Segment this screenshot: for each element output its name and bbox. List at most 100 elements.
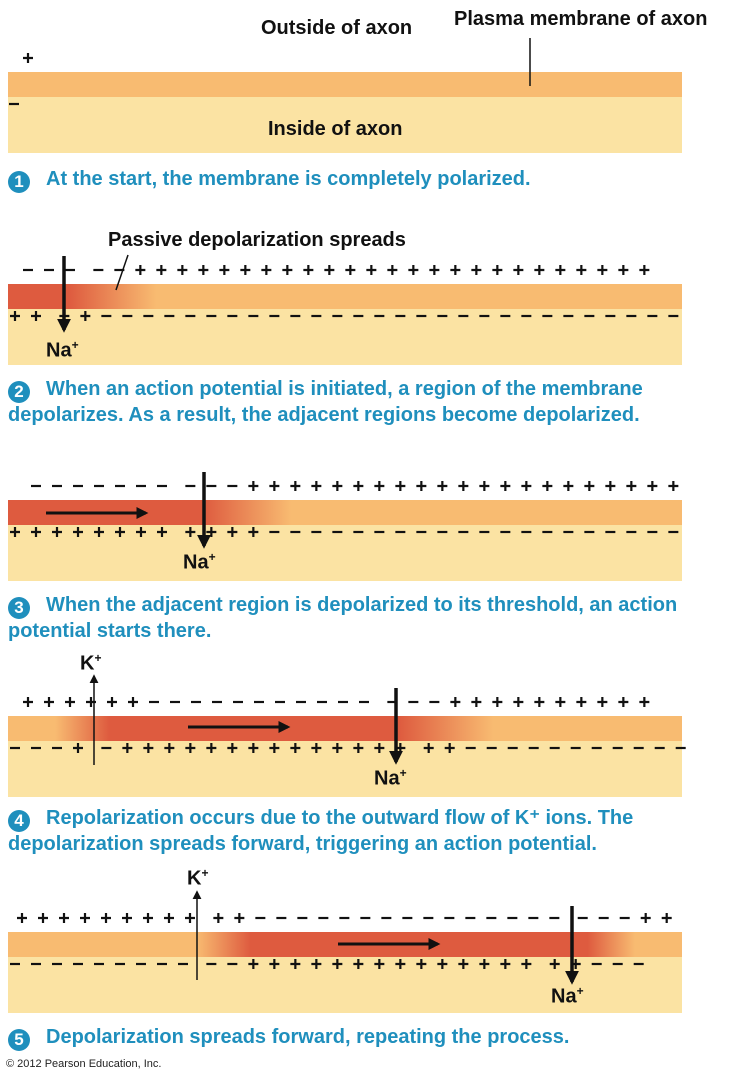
plus-sign (240, 265, 251, 275)
plus-sign (185, 743, 196, 753)
plus-sign (94, 527, 104, 537)
plus-sign (458, 481, 469, 491)
plus-sign (324, 265, 335, 275)
plus-sign (227, 743, 238, 753)
step-number: 2 (8, 381, 30, 403)
plus-sign (353, 743, 364, 753)
step-number: 3 (8, 597, 30, 619)
plus-sign (122, 743, 133, 753)
step-number: 4 (8, 810, 30, 832)
plus-sign (513, 265, 524, 275)
na-label-5: Na+ (551, 984, 584, 1008)
plus-sign (135, 265, 146, 275)
axon-inside (8, 525, 682, 581)
plus-sign (345, 265, 356, 275)
na-label-4: Na+ (374, 766, 407, 790)
step-2-caption: 2 When an action potential is initiated, … (8, 377, 748, 427)
plus-sign (332, 481, 343, 491)
plus-sign (128, 697, 138, 707)
plus-sign (471, 697, 482, 707)
plus-sign (395, 481, 406, 491)
plus-sign (437, 481, 448, 491)
plus-sign (639, 265, 650, 275)
plus-sign (248, 481, 259, 491)
plus-sign (605, 481, 616, 491)
panel-3 (8, 472, 682, 581)
plus-sign (639, 697, 650, 707)
plus-sign (269, 959, 280, 969)
plus-sign (227, 527, 238, 537)
plus-sign (534, 265, 545, 275)
plus-sign (542, 481, 553, 491)
plus-sign (10, 527, 20, 537)
plus-sign (521, 959, 532, 969)
step-4-caption: 4 Repolarization occurs due to the outwar… (8, 806, 748, 856)
plus-sign (626, 481, 637, 491)
plus-sign (661, 913, 672, 923)
outside-signs (23, 265, 650, 275)
plus-sign (185, 913, 195, 923)
plus-sign (177, 265, 188, 275)
plus-sign (576, 697, 587, 707)
plus-sign (31, 311, 41, 321)
plus-sign (479, 959, 490, 969)
plus-sign (282, 265, 293, 275)
plasma-membrane-label: Plasma membrane of axon (454, 8, 708, 30)
axon-inside (8, 957, 682, 1013)
plus-sign (38, 913, 48, 923)
plus-sign (185, 527, 196, 537)
plus-sign (164, 913, 174, 923)
plus-sign (576, 265, 587, 275)
plus-sign (206, 743, 217, 753)
plus-sign (416, 481, 427, 491)
k-label-5: K+ (187, 866, 209, 890)
outside-signs (31, 481, 679, 491)
step-text: When an action potential is initiated, a… (8, 378, 643, 426)
outside-of-axon-label: Outside of axon (261, 17, 413, 39)
panel-4 (8, 674, 686, 797)
plus-sign (555, 265, 566, 275)
plus-sign (10, 311, 20, 321)
inside-signs (10, 959, 644, 969)
plus-sign (534, 697, 545, 707)
outside-signs (23, 697, 650, 707)
plus-sign (80, 913, 90, 923)
plus-sign (156, 265, 167, 275)
outside-signs (23, 53, 33, 63)
plus-sign (500, 959, 511, 969)
plus-sign (115, 527, 125, 537)
plus-sign (408, 265, 419, 275)
step-text: Repolarization occurs due to the outward… (8, 807, 634, 855)
plus-sign (353, 959, 364, 969)
plus-sign (374, 959, 385, 969)
plus-sign (521, 481, 532, 491)
inside-of-axon-label: Inside of axon (268, 118, 403, 140)
step-1-caption: 1 At the start, the membrane is completel… (8, 167, 748, 193)
plus-sign (471, 265, 482, 275)
plus-sign (597, 697, 608, 707)
na-label-3: Na+ (183, 550, 216, 574)
plus-sign (429, 265, 440, 275)
plus-sign (17, 913, 27, 923)
panel-1 (8, 38, 682, 153)
plus-sign (59, 913, 69, 923)
plus-sign (269, 481, 280, 491)
plus-sign (492, 265, 503, 275)
plus-sign (332, 743, 343, 753)
axon-membrane (8, 72, 682, 97)
plus-sign (563, 481, 574, 491)
plus-sign (311, 481, 322, 491)
plus-sign (122, 913, 132, 923)
plus-sign (492, 697, 503, 707)
plus-sign (366, 265, 377, 275)
plus-sign (647, 481, 658, 491)
plus-sign (261, 265, 272, 275)
outside-signs (17, 913, 672, 923)
plus-sign (423, 743, 434, 753)
plus-sign (395, 959, 406, 969)
plus-sign (450, 265, 461, 275)
axon-inside (8, 97, 682, 153)
plus-sign (101, 913, 111, 923)
copyright: © 2012 Pearson Education, Inc. (6, 1058, 162, 1070)
plus-sign (290, 743, 301, 753)
